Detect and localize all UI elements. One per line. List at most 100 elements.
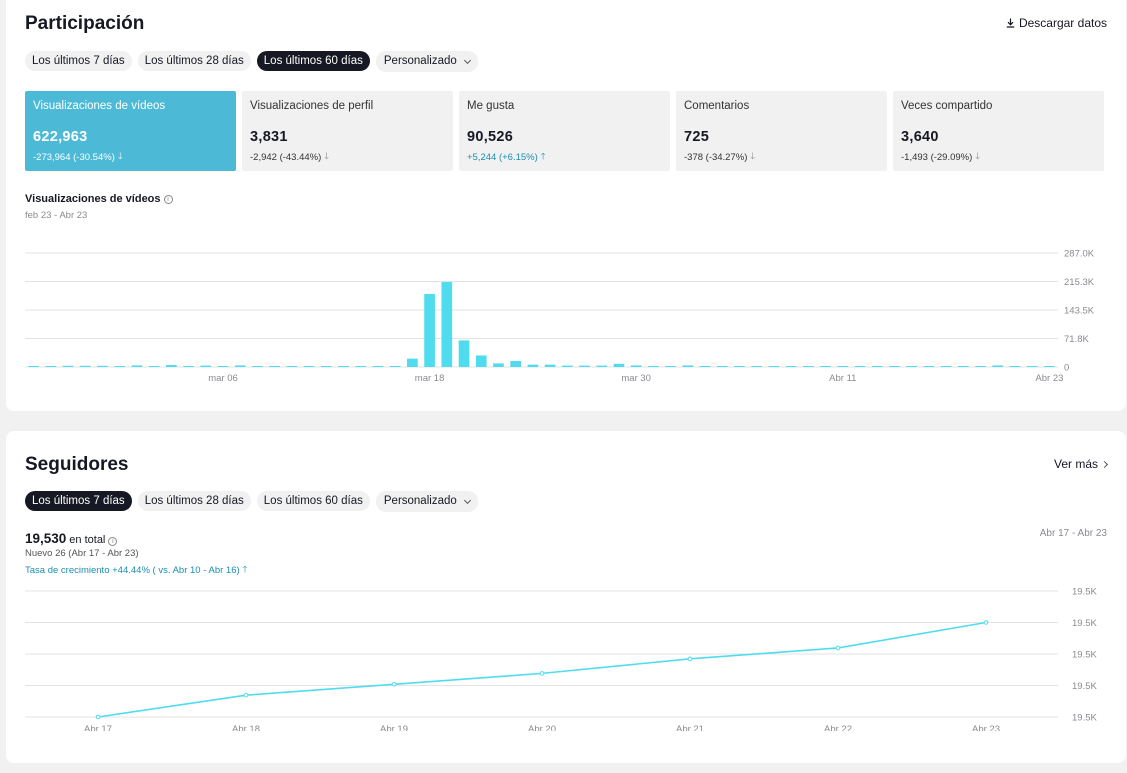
bar[interactable]: [803, 366, 814, 367]
range-60-days[interactable]: Los últimos 60 días: [256, 491, 370, 511]
data-point[interactable]: [243, 692, 249, 698]
bar[interactable]: [751, 366, 763, 367]
metric-value: 90,526: [467, 129, 514, 145]
info-icon[interactable]: i: [163, 194, 173, 204]
bar[interactable]: [923, 366, 935, 367]
bar[interactable]: [234, 365, 246, 367]
bar[interactable]: [992, 365, 1004, 367]
bar[interactable]: [871, 366, 883, 367]
bar[interactable]: [854, 366, 866, 367]
metric-likes[interactable]: Me gusta 90,526 +5,244 (+6.15%) 🡑: [459, 91, 670, 171]
bar[interactable]: [613, 363, 625, 367]
arrow-up-icon: 🡑: [242, 564, 248, 574]
bar[interactable]: [303, 366, 315, 367]
bar[interactable]: [1044, 366, 1055, 367]
bar[interactable]: [79, 365, 91, 367]
metric-comments[interactable]: Comentarios 725 -378 (-34.27%) 🡓: [676, 91, 887, 171]
bar[interactable]: [561, 365, 573, 367]
bar[interactable]: [579, 365, 590, 367]
bar[interactable]: [97, 365, 108, 367]
range-60-days[interactable]: Los últimos 60 días: [256, 51, 370, 71]
bar[interactable]: [355, 366, 367, 367]
y-tick-label: 0: [1064, 363, 1069, 374]
download-data-button[interactable]: Descargar datos: [1006, 16, 1107, 30]
bar[interactable]: [45, 366, 57, 367]
bar[interactable]: [785, 366, 797, 367]
bar[interactable]: [338, 366, 349, 367]
bar[interactable]: [596, 365, 608, 367]
bar[interactable]: [768, 366, 780, 367]
data-point[interactable]: [95, 714, 101, 720]
range-7-days[interactable]: Los últimos 7 días: [25, 491, 132, 511]
bar[interactable]: [716, 366, 728, 367]
range-7-days[interactable]: Los últimos 7 días: [25, 51, 132, 71]
bar[interactable]: [940, 366, 952, 367]
metric-label: Visualizaciones de perfil: [250, 100, 374, 112]
bar[interactable]: [1026, 366, 1038, 367]
custom-range-dropdown[interactable]: Personalizado: [375, 491, 478, 512]
bar[interactable]: [510, 361, 522, 367]
bar[interactable]: [475, 355, 487, 367]
bar[interactable]: [407, 358, 418, 367]
range-28-days[interactable]: Los últimos 28 días: [137, 491, 251, 511]
bar[interactable]: [286, 366, 298, 367]
bar[interactable]: [441, 281, 453, 367]
bar[interactable]: [252, 366, 263, 367]
metric-change-text: -1,493 (-29.09%): [901, 151, 973, 163]
metric-video-views[interactable]: Visualizaciones de vídeos 622,963 -273,9…: [25, 91, 236, 171]
x-tick-label: Abr 17: [84, 724, 112, 731]
info-icon[interactable]: i: [108, 537, 118, 546]
bar[interactable]: [682, 365, 694, 367]
engagement-title: Participación: [25, 13, 145, 34]
bar[interactable]: [217, 366, 229, 367]
bar[interactable]: [1009, 366, 1021, 367]
bar[interactable]: [458, 340, 470, 367]
bar[interactable]: [131, 365, 143, 367]
bar[interactable]: [699, 366, 711, 367]
bar[interactable]: [269, 366, 280, 367]
x-tick-label: Abr 19: [380, 724, 408, 731]
range-28-days[interactable]: Los últimos 28 días: [137, 51, 251, 71]
bar[interactable]: [889, 366, 900, 367]
custom-range-dropdown[interactable]: Personalizado: [375, 51, 478, 72]
bar[interactable]: [665, 366, 676, 367]
bar[interactable]: [28, 366, 39, 367]
bar[interactable]: [493, 363, 504, 367]
bar[interactable]: [544, 364, 556, 367]
x-tick-label: mar 06: [208, 373, 238, 384]
data-point[interactable]: [983, 620, 989, 625]
arrow-down-icon: 🡓: [117, 151, 123, 161]
bar[interactable]: [734, 366, 745, 367]
bar[interactable]: [906, 366, 917, 367]
bar[interactable]: [372, 366, 384, 367]
chart-title-text: Visualizaciones de vídeos: [25, 193, 161, 205]
data-point[interactable]: [391, 681, 397, 687]
metric-value: 3,831: [250, 129, 288, 145]
engagement-card: Participación Descargar datos Los último…: [6, 0, 1126, 411]
bar[interactable]: [148, 366, 160, 367]
metric-change: +5,244 (+6.15%) 🡑: [467, 149, 662, 165]
chevron-down-icon: [463, 496, 471, 504]
followers-total-label: en total: [69, 534, 106, 546]
bar[interactable]: [648, 366, 659, 367]
bar[interactable]: [957, 366, 969, 367]
bar[interactable]: [527, 364, 539, 367]
bar[interactable]: [424, 293, 435, 367]
bar[interactable]: [320, 366, 332, 367]
metric-profile-views[interactable]: Visualizaciones de perfil 3,831 -2,942 (…: [242, 91, 453, 171]
bar[interactable]: [630, 365, 642, 367]
bar[interactable]: [837, 366, 849, 367]
bar[interactable]: [183, 366, 194, 367]
data-point[interactable]: [539, 671, 545, 676]
see-more-link[interactable]: Ver más: [1054, 457, 1109, 471]
data-point[interactable]: [687, 656, 693, 662]
bar[interactable]: [389, 366, 401, 367]
data-point[interactable]: [835, 645, 841, 651]
bar[interactable]: [975, 366, 986, 367]
bar[interactable]: [820, 366, 831, 367]
bar[interactable]: [200, 365, 212, 367]
metric-shares[interactable]: Veces compartido 3,640 -1,493 (-29.09%) 🡓: [893, 91, 1104, 171]
bar[interactable]: [166, 365, 177, 367]
bar[interactable]: [114, 366, 126, 367]
bar[interactable]: [62, 365, 74, 367]
